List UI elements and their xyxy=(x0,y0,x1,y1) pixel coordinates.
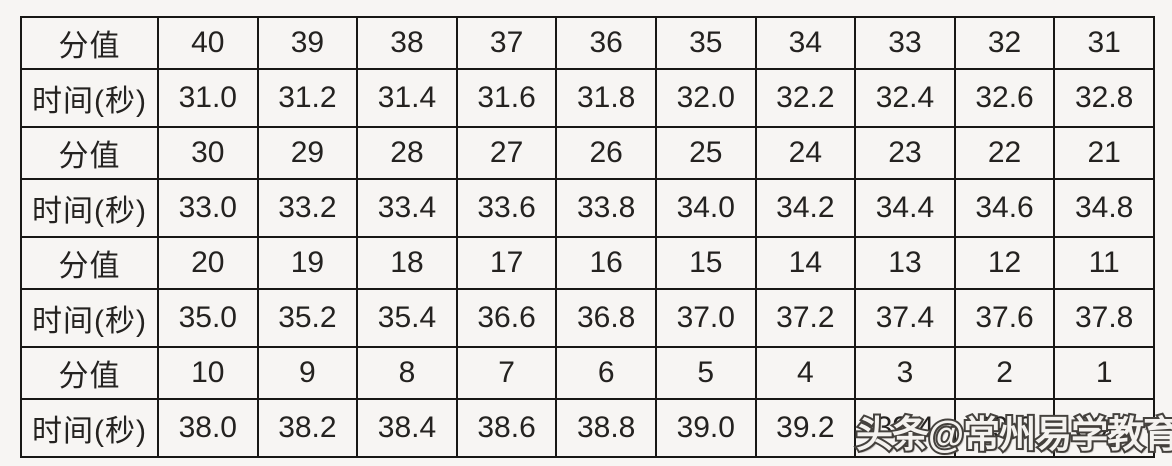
time-cell: 31.4 xyxy=(356,68,458,128)
row-label-score: 分值 xyxy=(20,236,159,290)
score-cell: 24 xyxy=(754,126,857,180)
time-cell: 33.4 xyxy=(356,178,458,238)
score-cell: 32 xyxy=(953,16,1056,70)
table-row-7-score: 分值 10 9 8 7 6 5 4 3 2 1 xyxy=(20,346,1155,400)
time-cell: 32.6 xyxy=(953,68,1056,128)
score-cell: 26 xyxy=(555,126,657,180)
time-cell: 38.6 xyxy=(455,398,558,458)
time-cell: 37.2 xyxy=(754,288,857,348)
score-cell: 4 xyxy=(754,346,857,400)
time-cell: 33.2 xyxy=(256,178,359,238)
score-cell: 27 xyxy=(455,126,558,180)
score-cell: 15 xyxy=(654,236,757,290)
time-cell: 37.6 xyxy=(953,288,1056,348)
score-cell: 7 xyxy=(455,346,558,400)
time-cell: 34.4 xyxy=(854,178,956,238)
time-cell: 34.2 xyxy=(754,178,857,238)
row-label-score: 分值 xyxy=(20,346,159,400)
score-cell: 37 xyxy=(455,16,558,70)
score-cell: 13 xyxy=(854,236,956,290)
time-cell: 33.6 xyxy=(455,178,558,238)
score-cell: 1 xyxy=(1053,346,1155,400)
time-cell: 38.0 xyxy=(157,398,259,458)
score-cell: 31 xyxy=(1053,16,1155,70)
score-cell: 40 xyxy=(157,16,259,70)
table-row-1-score: 分值 40 39 38 37 36 35 34 33 32 31 xyxy=(20,16,1155,70)
time-cell: 35.2 xyxy=(256,288,359,348)
score-cell: 28 xyxy=(356,126,458,180)
score-cell: 12 xyxy=(953,236,1056,290)
time-cell: 31.2 xyxy=(256,68,359,128)
score-cell: 9 xyxy=(256,346,359,400)
table-row-8-time: 时间(秒) 38.0 38.2 38.4 38.6 38.8 39.0 39.2 39.4 39.… xyxy=(20,398,1155,458)
score-cell: 3 xyxy=(854,346,956,400)
time-cell: 37.4 xyxy=(854,288,956,348)
time-cell: 32.8 xyxy=(1053,68,1155,128)
time-cell: 33.8 xyxy=(555,178,657,238)
table-row-4-time: 时间(秒) 33.0 33.2 33.4 33.6 33.8 34.0 34.2 34.4 34.… xyxy=(20,178,1155,238)
time-cell: 38.8 xyxy=(555,398,657,458)
score-cell: 20 xyxy=(157,236,259,290)
score-cell: 21 xyxy=(1053,126,1155,180)
score-cell: 19 xyxy=(256,236,359,290)
time-cell: 35.4 xyxy=(356,288,458,348)
score-cell: 14 xyxy=(754,236,857,290)
time-cell: 33.0 xyxy=(157,178,259,238)
score-cell: 23 xyxy=(854,126,956,180)
score-cell: 8 xyxy=(356,346,458,400)
score-cell: 16 xyxy=(555,236,657,290)
score-cell: 5 xyxy=(654,346,757,400)
score-cell: 25 xyxy=(654,126,757,180)
time-cell: 32.4 xyxy=(854,68,956,128)
score-cell: 29 xyxy=(256,126,359,180)
time-cell: 31.0 xyxy=(157,68,259,128)
score-cell: 17 xyxy=(455,236,558,290)
row-label-time: 时间(秒) xyxy=(20,398,159,458)
score-cell: 34 xyxy=(754,16,857,70)
time-cell: 32.0 xyxy=(654,68,757,128)
score-time-table: 分值 40 39 38 37 36 35 34 33 32 31 时间(秒) 31.0 31.2 31.4 3… xyxy=(20,16,1155,458)
time-cell: 39.8 xyxy=(1053,398,1155,458)
score-cell: 6 xyxy=(555,346,657,400)
time-cell: 36.8 xyxy=(555,288,657,348)
score-cell: 39 xyxy=(256,16,359,70)
row-label-score: 分值 xyxy=(20,126,159,180)
score-time-table-body: 分值 40 39 38 37 36 35 34 33 32 31 时间(秒) 31.0 31.2 31.4 3… xyxy=(20,16,1155,458)
row-label-time: 时间(秒) xyxy=(20,68,159,128)
table-row-2-time: 时间(秒) 31.0 31.2 31.4 31.6 31.8 32.0 32.2 32.4 32.… xyxy=(20,68,1155,128)
score-cell: 38 xyxy=(356,16,458,70)
time-cell: 35.0 xyxy=(157,288,259,348)
time-cell: 36.6 xyxy=(455,288,558,348)
score-cell: 33 xyxy=(854,16,956,70)
row-label-score: 分值 xyxy=(20,16,159,70)
time-cell: 38.4 xyxy=(356,398,458,458)
table-row-6-time: 时间(秒) 35.0 35.2 35.4 36.6 36.8 37.0 37.2 37.4 37.… xyxy=(20,288,1155,348)
time-cell: 34.6 xyxy=(953,178,1056,238)
time-cell: 38.2 xyxy=(256,398,359,458)
score-cell: 18 xyxy=(356,236,458,290)
time-cell: 31.8 xyxy=(555,68,657,128)
time-cell: 37.0 xyxy=(654,288,757,348)
time-cell: 34.8 xyxy=(1053,178,1155,238)
table-row-3-score: 分值 30 29 28 27 26 25 24 23 22 21 xyxy=(20,126,1155,180)
time-cell: 34.0 xyxy=(654,178,757,238)
time-cell: 39.2 xyxy=(754,398,857,458)
score-cell: 2 xyxy=(953,346,1056,400)
table-row-5-score: 分值 20 19 18 17 16 15 14 13 12 11 xyxy=(20,236,1155,290)
row-label-time: 时间(秒) xyxy=(20,178,159,238)
score-cell: 30 xyxy=(157,126,259,180)
time-cell: 39.6 xyxy=(953,398,1056,458)
score-cell: 36 xyxy=(555,16,657,70)
time-cell: 32.2 xyxy=(754,68,857,128)
score-cell: 35 xyxy=(654,16,757,70)
time-cell: 39.4 xyxy=(854,398,956,458)
score-cell: 10 xyxy=(157,346,259,400)
time-cell: 31.6 xyxy=(455,68,558,128)
score-cell: 22 xyxy=(953,126,1056,180)
score-cell: 11 xyxy=(1053,236,1155,290)
row-label-time: 时间(秒) xyxy=(20,288,159,348)
time-cell: 37.8 xyxy=(1053,288,1155,348)
time-cell: 39.0 xyxy=(654,398,757,458)
